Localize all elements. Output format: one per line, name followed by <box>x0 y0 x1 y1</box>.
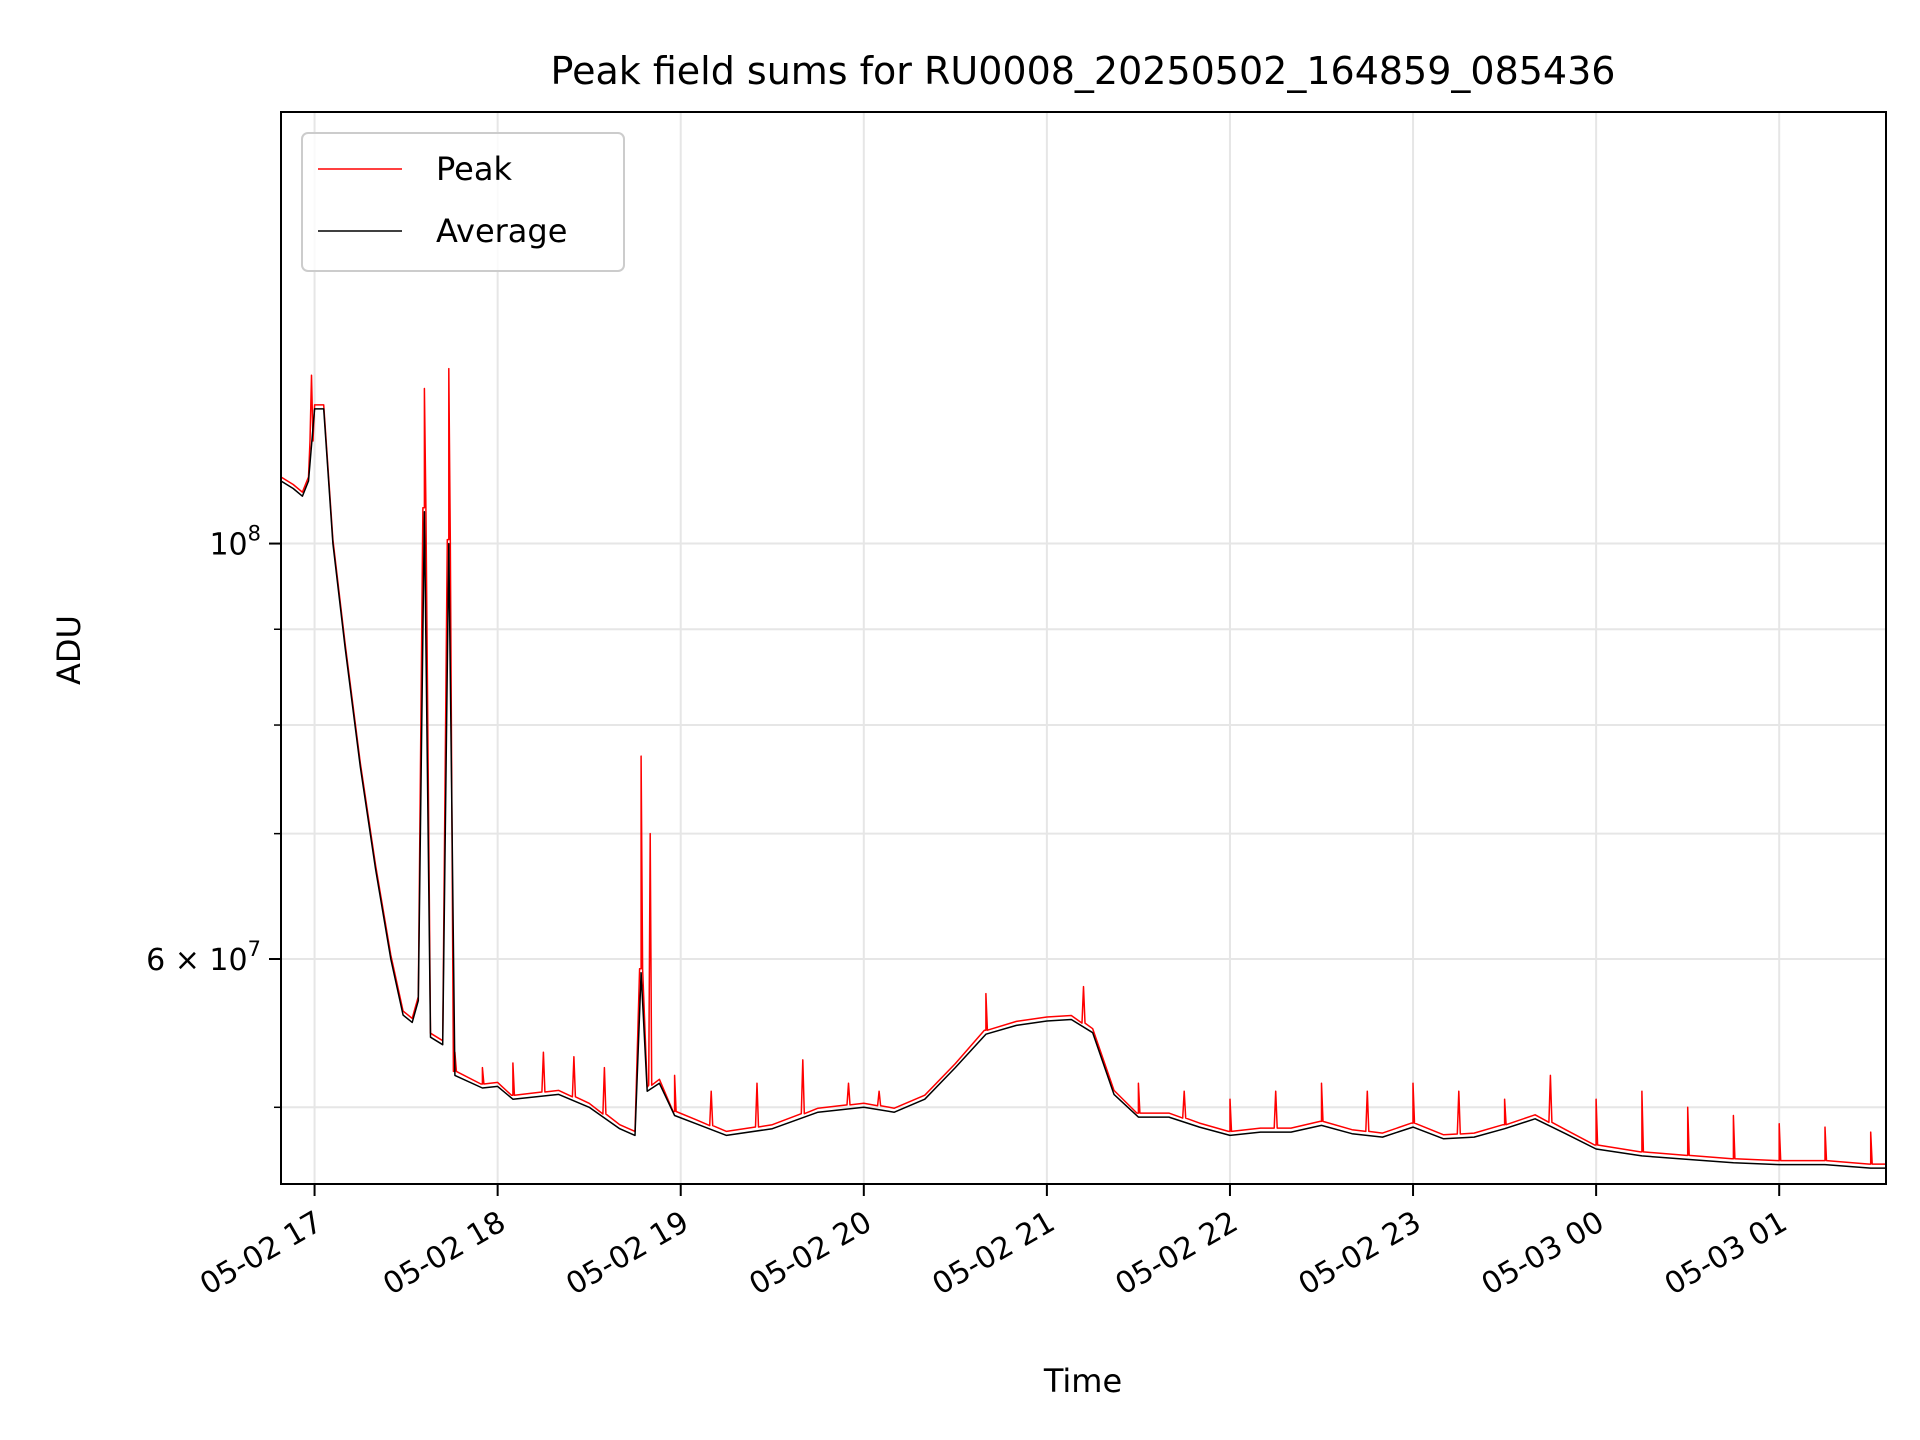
y-tick-label-base: 10 <box>209 528 247 563</box>
y-axis-title: ADU <box>50 615 88 685</box>
y-tick-label-base: 6 × 10 <box>146 943 247 978</box>
series-line-peak <box>281 367 1886 1165</box>
plot-area <box>281 367 1886 1169</box>
y-tick-label-exponent: 8 <box>248 522 261 546</box>
plot-frame <box>280 111 1887 1185</box>
legend-label-peak: Peak <box>436 150 512 188</box>
y-tick-label: 108 <box>209 522 261 563</box>
legend: Peak Average <box>301 132 625 272</box>
legend-label-average: Average <box>436 212 567 250</box>
y-tick-label: 6 × 107 <box>146 937 261 978</box>
x-axis-title: Time <box>1043 1362 1122 1400</box>
legend-box <box>301 132 625 272</box>
grid-lines <box>281 112 1886 1184</box>
y-tick-label-exponent: 7 <box>248 937 261 961</box>
series-line-average <box>281 408 1886 1169</box>
y-axis: 108 6 × 107 <box>146 522 281 1109</box>
chart-title: Peak field sums for RU0008_20250502_1648… <box>551 49 1616 93</box>
